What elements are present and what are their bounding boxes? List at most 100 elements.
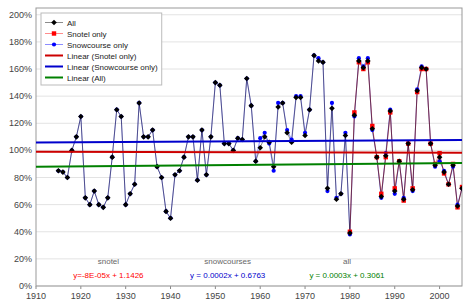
grid-line [36,123,462,124]
point [208,134,214,140]
series-line [350,62,462,232]
point [423,66,429,72]
point [65,175,71,181]
point [142,135,146,139]
point [428,141,434,147]
point [96,202,102,208]
legend-marker [52,31,56,35]
point [275,104,281,110]
point [356,58,362,64]
grid-line [36,231,462,232]
point [307,107,313,113]
legend-label: Linear (Snowcourse only) [67,63,158,72]
x-tick-label: 1930 [116,291,136,301]
point [343,133,349,139]
point [311,53,317,59]
point [132,181,138,187]
point [109,154,115,160]
plot-area [36,53,462,237]
point [209,135,213,139]
point [186,135,190,139]
point [106,196,110,200]
point [150,127,156,133]
point [200,128,204,132]
x-tick-label: 1950 [205,291,225,301]
axes: 0%20%40%60%80%100%120%140%160%180%200%19… [9,8,462,301]
point [168,216,172,220]
point [191,135,195,139]
point [145,134,151,140]
y-tick-label: 40% [14,227,32,237]
point [387,108,393,114]
point [365,58,371,64]
point [213,80,219,86]
point [127,191,133,197]
chart: 0%20%40%60%80%100%120%140%160%180%200%19… [0,0,474,306]
point [257,145,263,151]
point [65,175,69,179]
y-tick-label: 160% [9,64,32,74]
point [79,114,83,118]
point [375,155,379,159]
point [455,203,461,209]
y-tick-label: 60% [14,200,32,210]
point [446,182,450,186]
point [320,59,326,65]
x-tick-label: 1920 [71,291,91,301]
point [414,88,420,94]
point [195,178,199,182]
point [258,136,262,140]
y-tick-label: 20% [14,254,32,264]
legend-marker [52,42,56,46]
annotation-label: snowcourses [204,257,251,266]
point [100,205,106,211]
legend-label: Linear (All) [67,74,106,83]
point [245,76,249,80]
legend: AllSnotel onlySnowcourse onlyLinear (Sno… [41,13,162,85]
point [164,209,168,213]
point [128,192,132,196]
point [177,169,181,173]
point [302,133,308,139]
point [325,186,331,192]
point [374,154,380,160]
point [115,108,119,112]
grid-line [36,96,462,97]
point [262,134,268,140]
trend-line [36,163,462,167]
point [254,159,258,163]
point [159,175,165,181]
point [406,141,410,145]
point [441,169,447,175]
point [218,83,222,87]
legend-label: Snotel only [67,30,107,39]
point [217,82,223,88]
point [146,135,150,139]
point [101,205,105,209]
point [281,101,285,105]
point [123,202,129,208]
point [124,203,128,207]
trend-line [36,140,462,143]
plot-frame [36,8,462,286]
legend-swatch [45,66,63,68]
legend-label: Snowcourse only [67,41,128,50]
point [190,134,196,140]
point [172,172,178,178]
point [352,112,358,118]
point [195,177,201,183]
point [163,209,169,215]
y-tick-label: 140% [9,91,32,101]
point [428,141,432,145]
y-tick-label: 0% [19,281,32,291]
equation: y=-8E-05x + 1.1426 [73,271,144,280]
point [182,155,186,159]
point [74,134,80,140]
point [312,53,316,57]
point [249,104,253,108]
legend-label: Linear (Snotel only) [67,52,137,61]
point [321,60,325,64]
point [375,155,379,159]
x-tick-label: 1940 [161,291,181,301]
annotation-label: all [343,257,351,266]
